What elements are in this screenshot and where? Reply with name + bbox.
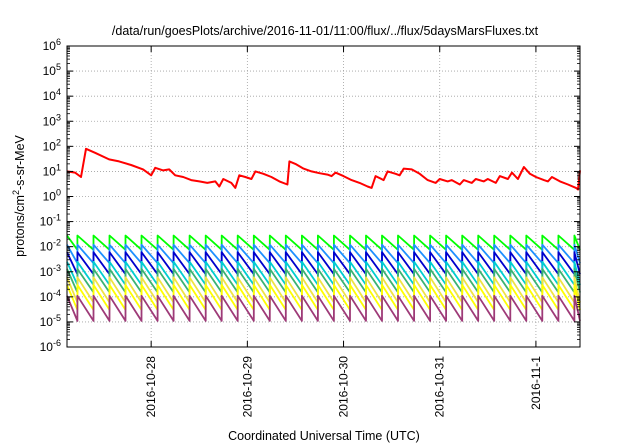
series-line-5 — [66, 260, 581, 286]
x-tick-label: 2016-10-31 — [433, 356, 447, 418]
y-tick-exponent: -1 — [53, 213, 61, 223]
y-tick-exponent: 2 — [56, 137, 61, 147]
x-axis-label: Coordinated Universal Time (UTC) — [228, 429, 420, 443]
y-tick-label: 104 — [43, 87, 61, 103]
y-axis: 10-610-510-410-310-210-11001011021031041… — [40, 37, 580, 354]
y-tick-base: 10 — [43, 39, 57, 53]
series-line-8 — [66, 283, 581, 311]
y-tick-exponent: 3 — [56, 112, 61, 122]
y-tick-label: 100 — [43, 188, 61, 204]
y-tick-base: 10 — [40, 290, 54, 304]
y-tick-label: 10-1 — [40, 213, 61, 229]
series-line-3 — [66, 243, 581, 265]
plot-frame — [66, 45, 581, 348]
y-tick-label: 10-5 — [40, 313, 61, 329]
series-line-4 — [66, 251, 581, 276]
y-tick-label: 10-3 — [40, 263, 61, 279]
y-tick-label: 102 — [43, 137, 61, 153]
series-line-2 — [66, 234, 581, 251]
y-tick-base: 10 — [40, 265, 54, 279]
y-tick-base: 10 — [43, 64, 57, 78]
y-tick-exponent: -2 — [53, 238, 61, 248]
y-tick-base: 10 — [43, 190, 57, 204]
grid-lines — [67, 46, 580, 347]
y-tick-base: 10 — [40, 215, 54, 229]
chart-title: /data/run/goesPlots/archive/2016-11-01/1… — [112, 24, 539, 38]
y-tick-base: 10 — [43, 139, 57, 153]
x-tick-label: 2016-10-28 — [144, 356, 158, 418]
x-tick-label: 2016-11-1 — [529, 356, 543, 410]
y-tick-exponent: 6 — [56, 37, 61, 47]
y-tick-base: 10 — [40, 240, 54, 254]
y-tick-label: 10-4 — [40, 288, 61, 304]
x-tick-label: 2016-10-30 — [337, 356, 351, 418]
y-tick-exponent: 5 — [56, 62, 61, 72]
x-axis: 2016-10-28 2016-10-29 2016-10-30 2016-10-31… — [144, 46, 543, 417]
y-axis-label-main: protons/cm — [13, 195, 27, 257]
x-tick-label: 2016-10-29 — [240, 356, 254, 418]
y-axis-label-suffix: -s-sr-MeV — [13, 134, 27, 190]
y-tick-base: 10 — [43, 164, 57, 178]
y-tick-label: 106 — [43, 37, 61, 53]
y-tick-base: 10 — [43, 114, 57, 128]
y-tick-label: 103 — [43, 112, 61, 128]
y-tick-exponent: 0 — [56, 188, 61, 198]
series-line-1 — [66, 147, 581, 191]
y-tick-base: 10 — [40, 340, 54, 354]
y-tick-exponent: -3 — [53, 263, 61, 273]
y-tick-label: 101 — [43, 162, 61, 178]
y-tick-base: 10 — [43, 89, 57, 103]
y-tick-label: 10-2 — [40, 238, 61, 254]
series-line-9 — [66, 294, 581, 322]
y-tick-exponent: -4 — [53, 288, 61, 298]
data-series — [66, 147, 581, 322]
y-tick-exponent: 1 — [56, 162, 61, 172]
y-tick-exponent: -5 — [53, 313, 61, 323]
y-tick-base: 10 — [40, 315, 54, 329]
y-tick-exponent: 4 — [56, 87, 61, 97]
series-line-7 — [66, 276, 581, 304]
y-tick-label: 105 — [43, 62, 61, 78]
y-tick-label: 10-6 — [40, 338, 61, 354]
y-tick-exponent: -6 — [53, 338, 61, 348]
series-line-6 — [66, 267, 581, 294]
y-axis-label: protons/cm2-s-sr-MeV — [11, 134, 27, 256]
y-axis-label-superscript: 2 — [11, 190, 21, 195]
